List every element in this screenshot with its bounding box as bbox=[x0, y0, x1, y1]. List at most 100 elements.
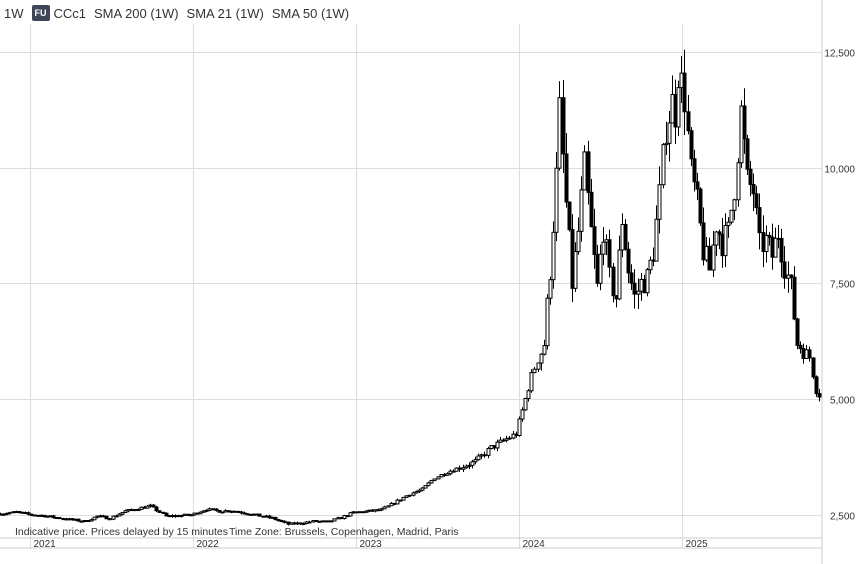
candle-body bbox=[657, 184, 662, 220]
candle-body bbox=[436, 476, 441, 480]
candle-body bbox=[564, 153, 569, 203]
delay-note: Indicative price. Prices delayed by 15 m… bbox=[15, 526, 228, 538]
candle-body bbox=[214, 508, 219, 511]
candle-body bbox=[517, 418, 522, 437]
x-tick-label: 2025 bbox=[686, 539, 709, 550]
candle-body bbox=[473, 459, 478, 463]
candle-body bbox=[51, 515, 56, 519]
x-tick-label: 2022 bbox=[197, 539, 220, 550]
candle-body bbox=[782, 261, 787, 279]
candle-body bbox=[282, 520, 287, 523]
candle-body bbox=[511, 433, 516, 439]
candle-body bbox=[348, 512, 353, 517]
candle-body bbox=[482, 454, 487, 457]
candle-body bbox=[357, 511, 362, 514]
candle-body bbox=[123, 510, 128, 514]
candle-body bbox=[423, 485, 428, 489]
candle-body bbox=[667, 122, 672, 144]
candle-body bbox=[464, 465, 469, 469]
indicator-sma-200[interactable]: SMA 200 (1W) bbox=[94, 5, 179, 21]
candle-body bbox=[145, 505, 150, 509]
candle-body bbox=[32, 514, 37, 517]
candle-body bbox=[573, 251, 578, 289]
candle-body bbox=[648, 259, 653, 271]
grid bbox=[0, 24, 822, 548]
y-tick-label: 10,000 bbox=[824, 165, 855, 176]
candle-body bbox=[686, 111, 691, 132]
candle-body bbox=[182, 513, 187, 517]
candle-body bbox=[273, 516, 278, 521]
candle-body bbox=[476, 455, 481, 461]
futures-badge: FU bbox=[31, 5, 50, 21]
candle-body bbox=[445, 473, 450, 476]
candle-body bbox=[542, 345, 547, 355]
candle-body bbox=[701, 222, 706, 261]
candle-body bbox=[198, 511, 203, 515]
candle-body bbox=[714, 231, 719, 246]
candle-body bbox=[495, 441, 500, 449]
candle-body bbox=[401, 496, 406, 501]
candle-body bbox=[764, 234, 769, 253]
candle-body bbox=[529, 372, 534, 392]
y-tick-label: 7,500 bbox=[830, 280, 855, 291]
candle-body bbox=[757, 207, 762, 234]
candle-body bbox=[457, 467, 462, 470]
candle-body bbox=[379, 508, 384, 511]
candle-body bbox=[567, 201, 572, 231]
x-tick-label: 2021 bbox=[34, 539, 57, 550]
candle-body bbox=[411, 492, 416, 496]
candle-body bbox=[520, 409, 525, 420]
interval-label[interactable]: 1W bbox=[4, 5, 24, 21]
candle-body bbox=[545, 297, 550, 347]
candle-body bbox=[682, 72, 687, 113]
candle-body bbox=[751, 184, 756, 195]
candle-body bbox=[92, 516, 97, 521]
candle-body bbox=[664, 142, 669, 146]
candle-body bbox=[732, 199, 737, 211]
candle-body bbox=[257, 513, 262, 517]
candle-body bbox=[632, 282, 637, 295]
candle-body bbox=[117, 513, 122, 517]
candle-body bbox=[7, 512, 12, 515]
candle-body bbox=[157, 510, 162, 513]
candle-body bbox=[736, 162, 741, 201]
candle-body bbox=[814, 376, 819, 395]
candle-body bbox=[636, 290, 641, 295]
indicator-sma-21[interactable]: SMA 21 (1W) bbox=[186, 5, 264, 21]
candle-body bbox=[717, 231, 722, 235]
indicator-sma-50[interactable]: SMA 50 (1W) bbox=[271, 5, 350, 21]
candle-body bbox=[179, 515, 184, 518]
symbol-label[interactable]: CCc1 bbox=[53, 5, 87, 21]
candle-body bbox=[767, 234, 772, 238]
candle-body bbox=[154, 506, 159, 512]
candle-body bbox=[711, 244, 716, 271]
candle-body bbox=[726, 221, 731, 226]
candle-body bbox=[204, 509, 209, 512]
candle-body bbox=[611, 266, 616, 297]
candle-body bbox=[526, 390, 531, 400]
candle-body bbox=[461, 467, 466, 470]
candle-body bbox=[470, 461, 475, 466]
candle-body bbox=[745, 138, 750, 170]
x-tick-label: 2024 bbox=[523, 539, 546, 550]
candle-body bbox=[779, 237, 784, 263]
candle-body bbox=[426, 482, 431, 487]
candlestick-series bbox=[0, 49, 822, 526]
candle-body bbox=[601, 241, 606, 255]
candle-body bbox=[120, 512, 125, 515]
candle-body bbox=[76, 518, 81, 522]
candle-body bbox=[561, 97, 566, 155]
candle-body bbox=[582, 151, 587, 191]
candle-body bbox=[307, 521, 312, 524]
candle-body bbox=[432, 478, 437, 482]
candle-body bbox=[629, 272, 634, 284]
candle-body bbox=[332, 518, 337, 522]
candle-body bbox=[807, 349, 812, 359]
timezone-note: Time Zone: Brussels, Copenhagen, Madrid,… bbox=[229, 526, 459, 538]
candle-body bbox=[417, 489, 422, 493]
candle-body bbox=[164, 512, 169, 517]
candle-body bbox=[429, 480, 434, 484]
candle-body bbox=[789, 274, 794, 278]
